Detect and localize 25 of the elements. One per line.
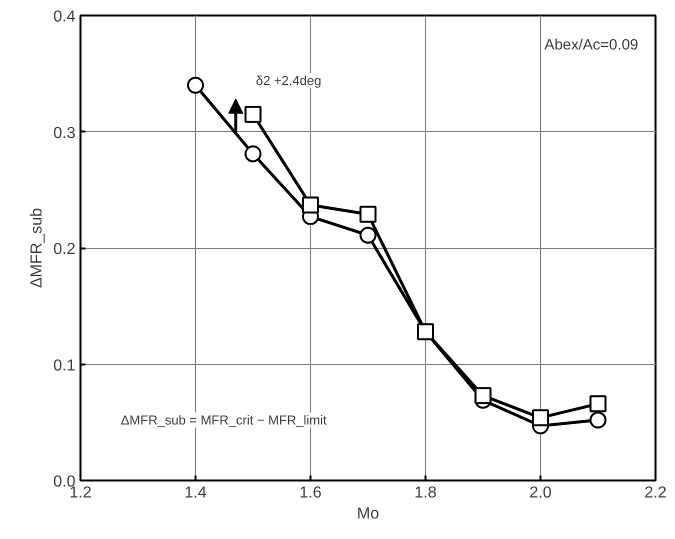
point xyxy=(590,412,606,429)
point xyxy=(532,409,549,426)
point xyxy=(302,196,319,214)
y-tick-label: 0.2 xyxy=(53,241,76,258)
x-axis-title: Mo xyxy=(356,506,380,522)
point xyxy=(474,387,492,404)
y-tick-label: 0.1 xyxy=(53,357,76,374)
x-tick-label: 2.0 xyxy=(529,484,552,502)
point xyxy=(417,323,434,340)
point xyxy=(360,226,376,244)
x-tick-label: 1.6 xyxy=(299,484,322,502)
point xyxy=(590,395,606,412)
x-tick-label: 1.8 xyxy=(414,484,437,502)
annotation: ΔMFR_sub = MFR_crit − MFR_limit xyxy=(120,412,328,428)
point xyxy=(244,145,262,162)
annotation: δ2 +2.4deg xyxy=(256,73,322,88)
annotation: Abex/Ac=0.09 xyxy=(544,36,638,54)
y-tick-label: 0.3 xyxy=(53,124,76,142)
point xyxy=(360,206,376,223)
point xyxy=(187,76,204,94)
x-tick-label: 2.2 xyxy=(644,484,667,502)
point xyxy=(244,106,262,123)
y-axis-title: ΔMFR_sub xyxy=(28,208,46,288)
y-tick-label: 0.4 xyxy=(53,8,76,26)
x-tick-label: 1.4 xyxy=(184,484,207,502)
